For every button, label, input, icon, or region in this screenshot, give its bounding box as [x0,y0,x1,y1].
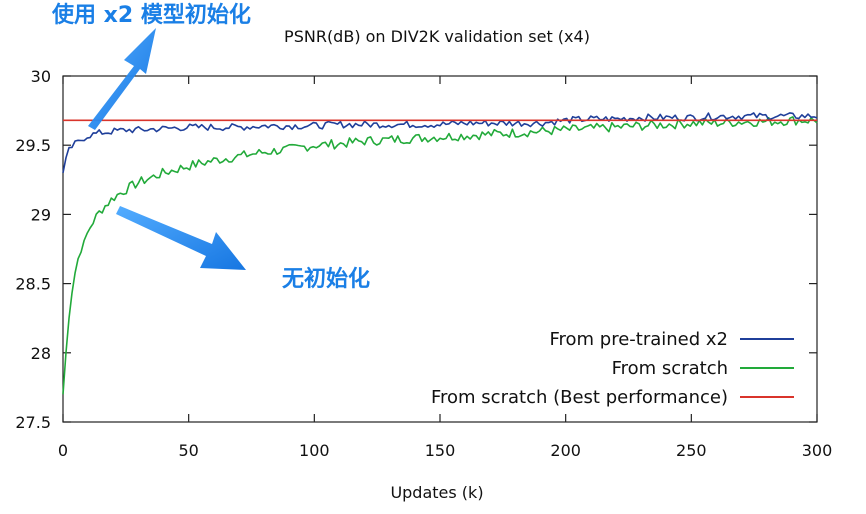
x-tick-label: 0 [58,441,68,460]
legend-label: From scratch (Best performance) [431,387,728,408]
annotation-pretrained: 使用 x2 模型初始化 [51,2,251,28]
legend: From pre-trained x2 From scratch From scra… [431,329,794,408]
arrow-up-icon [88,28,156,130]
x-axis: 0 50 100 150 200 250 300 [58,76,832,460]
x-tick-label: 100 [299,441,330,460]
legend-label: From pre-trained x2 [549,329,728,350]
y-tick-label: 29.5 [15,136,51,155]
series-line-0 [62,112,818,174]
y-tick-label: 30 [31,67,51,86]
arrow-down-icon [116,206,246,270]
y-tick-label: 28.5 [15,275,51,294]
x-tick-label: 50 [178,441,198,460]
x-tick-label: 150 [425,441,456,460]
chart-title: PSNR(dB) on DIV2K validation set (x4) [284,27,590,46]
plot-area: 0 50 100 150 200 250 300 27.5 28 28.5 29 29.5 30 [15,67,832,460]
y-tick-label: 27.5 [15,413,51,432]
arrow-pretrained [88,28,156,130]
x-tick-label: 200 [550,441,581,460]
x-tick-label: 300 [802,441,833,460]
x-tick-label: 250 [676,441,707,460]
annotation-scratch: 无初始化 [282,266,370,292]
arrow-scratch [116,206,246,270]
y-tick-label: 28 [31,344,51,363]
y-axis: 27.5 28 28.5 29 29.5 30 [15,67,817,432]
series-lines [62,112,818,395]
y-tick-label: 29 [31,205,51,224]
series-line-1 [62,116,818,395]
legend-label: From scratch [612,358,728,379]
x-axis-label: Updates (k) [390,483,483,502]
